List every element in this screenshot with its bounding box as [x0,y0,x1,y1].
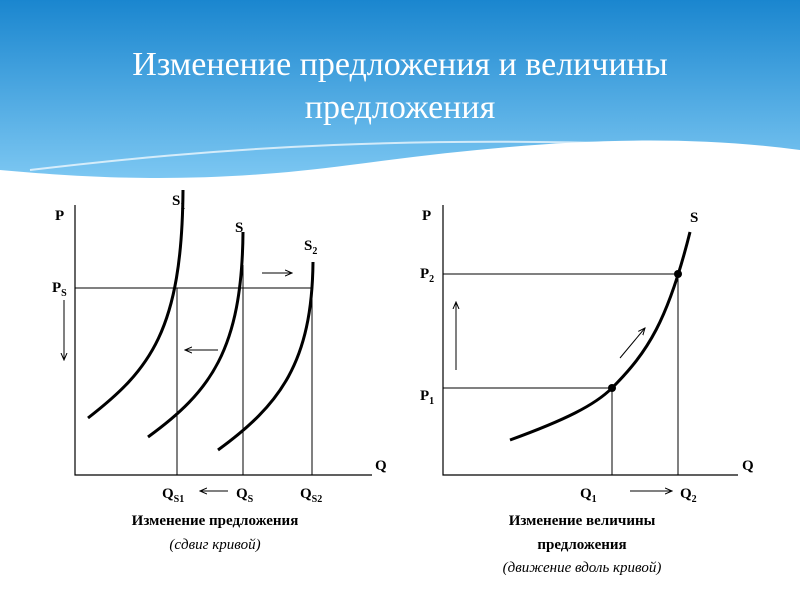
sub: 2 [429,274,434,285]
sub: 2 [312,246,317,257]
axis-label: Q [375,458,387,474]
sub: 2 [692,494,697,505]
sub: 1 [180,201,185,212]
quantity-label: QS1 [162,486,184,505]
main: P [52,280,61,296]
curve [147,231,245,439]
note: (сдвиг кривой) [169,537,260,553]
main: P [420,388,429,404]
main: S [304,238,312,254]
axis-label: P [422,208,431,224]
axes [74,205,372,476]
main: P [420,266,429,282]
main: S [172,193,180,209]
main: Q [162,486,174,502]
main: Q [236,486,248,502]
curve-label: S [235,220,243,236]
banner [0,0,800,179]
curve-label: S1 [172,193,185,212]
curve [509,231,692,442]
quantity-label: Q1 [580,486,597,505]
price-label: P1 [420,388,434,407]
title: Изменение предложения и величины [132,46,668,83]
axes [442,205,738,476]
main: Q [300,486,312,502]
price-label: PS [52,280,67,299]
point [608,384,616,392]
sub: S1 [174,494,185,505]
wave [299,159,781,186]
sub: S [61,288,67,299]
sub: 1 [592,494,597,505]
left-graph: P Q PS S1 S S2 QS1 QS QS2 Изменение пред… [52,189,387,553]
note: (движение вдоль кривой) [503,560,662,576]
caption: предложения [537,537,626,553]
axis-label: Q [742,458,754,474]
arrow [619,328,645,359]
curve [217,261,315,452]
axis-label: P [55,208,64,224]
curve-label: S [690,210,698,226]
quantity-label: Q2 [680,486,697,505]
main: S [235,220,243,236]
quantity-label: QS [236,486,254,505]
point [674,270,682,278]
title: предложения [305,89,496,126]
price-label: P2 [420,266,434,285]
main: Q [680,486,692,502]
right-graph: P Q S P2 P1 Q1 Q2 Изменение величины пре… [420,205,754,576]
curve [87,189,185,420]
caption: Изменение предложения [132,513,299,529]
sub: 1 [429,396,434,407]
sub: S2 [312,494,323,505]
quantity-label: QS2 [300,486,322,505]
wave [29,140,781,171]
caption: Изменение величины [509,513,656,529]
curve-label: S2 [304,238,317,257]
sub: S [248,494,254,505]
main: Q [580,486,592,502]
